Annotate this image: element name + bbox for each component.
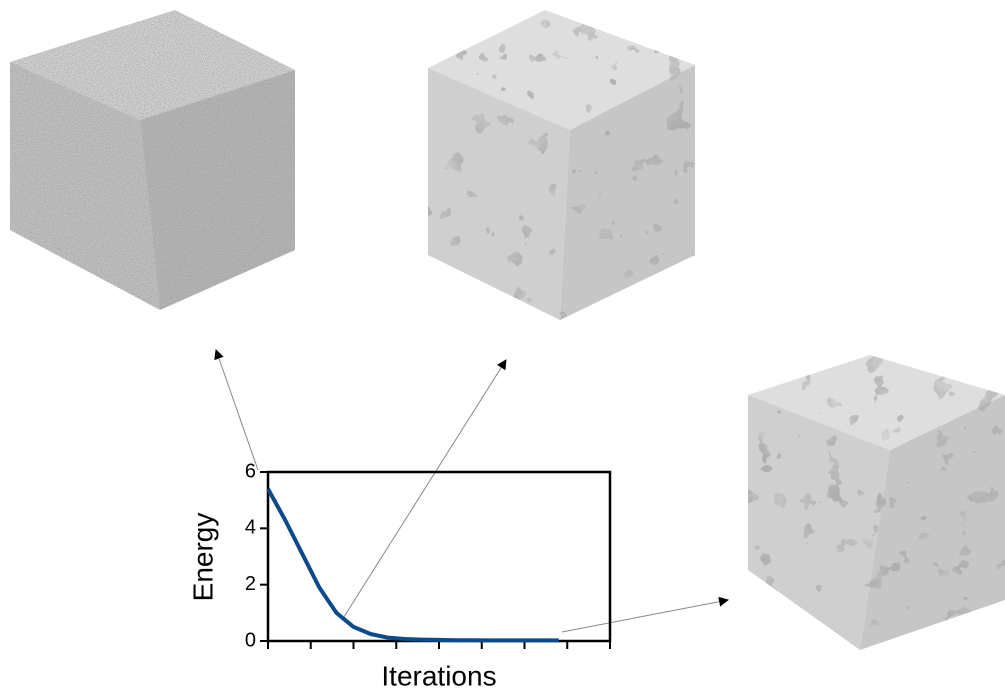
cube-initial xyxy=(0,0,300,320)
cube-intermediate xyxy=(420,0,700,325)
y-tick-label: 4 xyxy=(245,517,256,539)
figure: Iterations Energy 0 2 4 6 xyxy=(0,0,1005,696)
y-tick-label: 2 xyxy=(245,573,256,595)
y-tick-label: 0 xyxy=(245,629,256,651)
chart: Iterations Energy 0 2 4 6 xyxy=(187,460,610,691)
y-axis-label: Energy xyxy=(187,513,218,602)
x-axis-label: Iterations xyxy=(381,660,496,691)
cube-final xyxy=(740,350,1005,655)
plot-frame xyxy=(268,472,610,641)
y-tick-label: 6 xyxy=(245,460,256,482)
arrows xyxy=(216,350,728,632)
energy-line xyxy=(268,489,559,641)
